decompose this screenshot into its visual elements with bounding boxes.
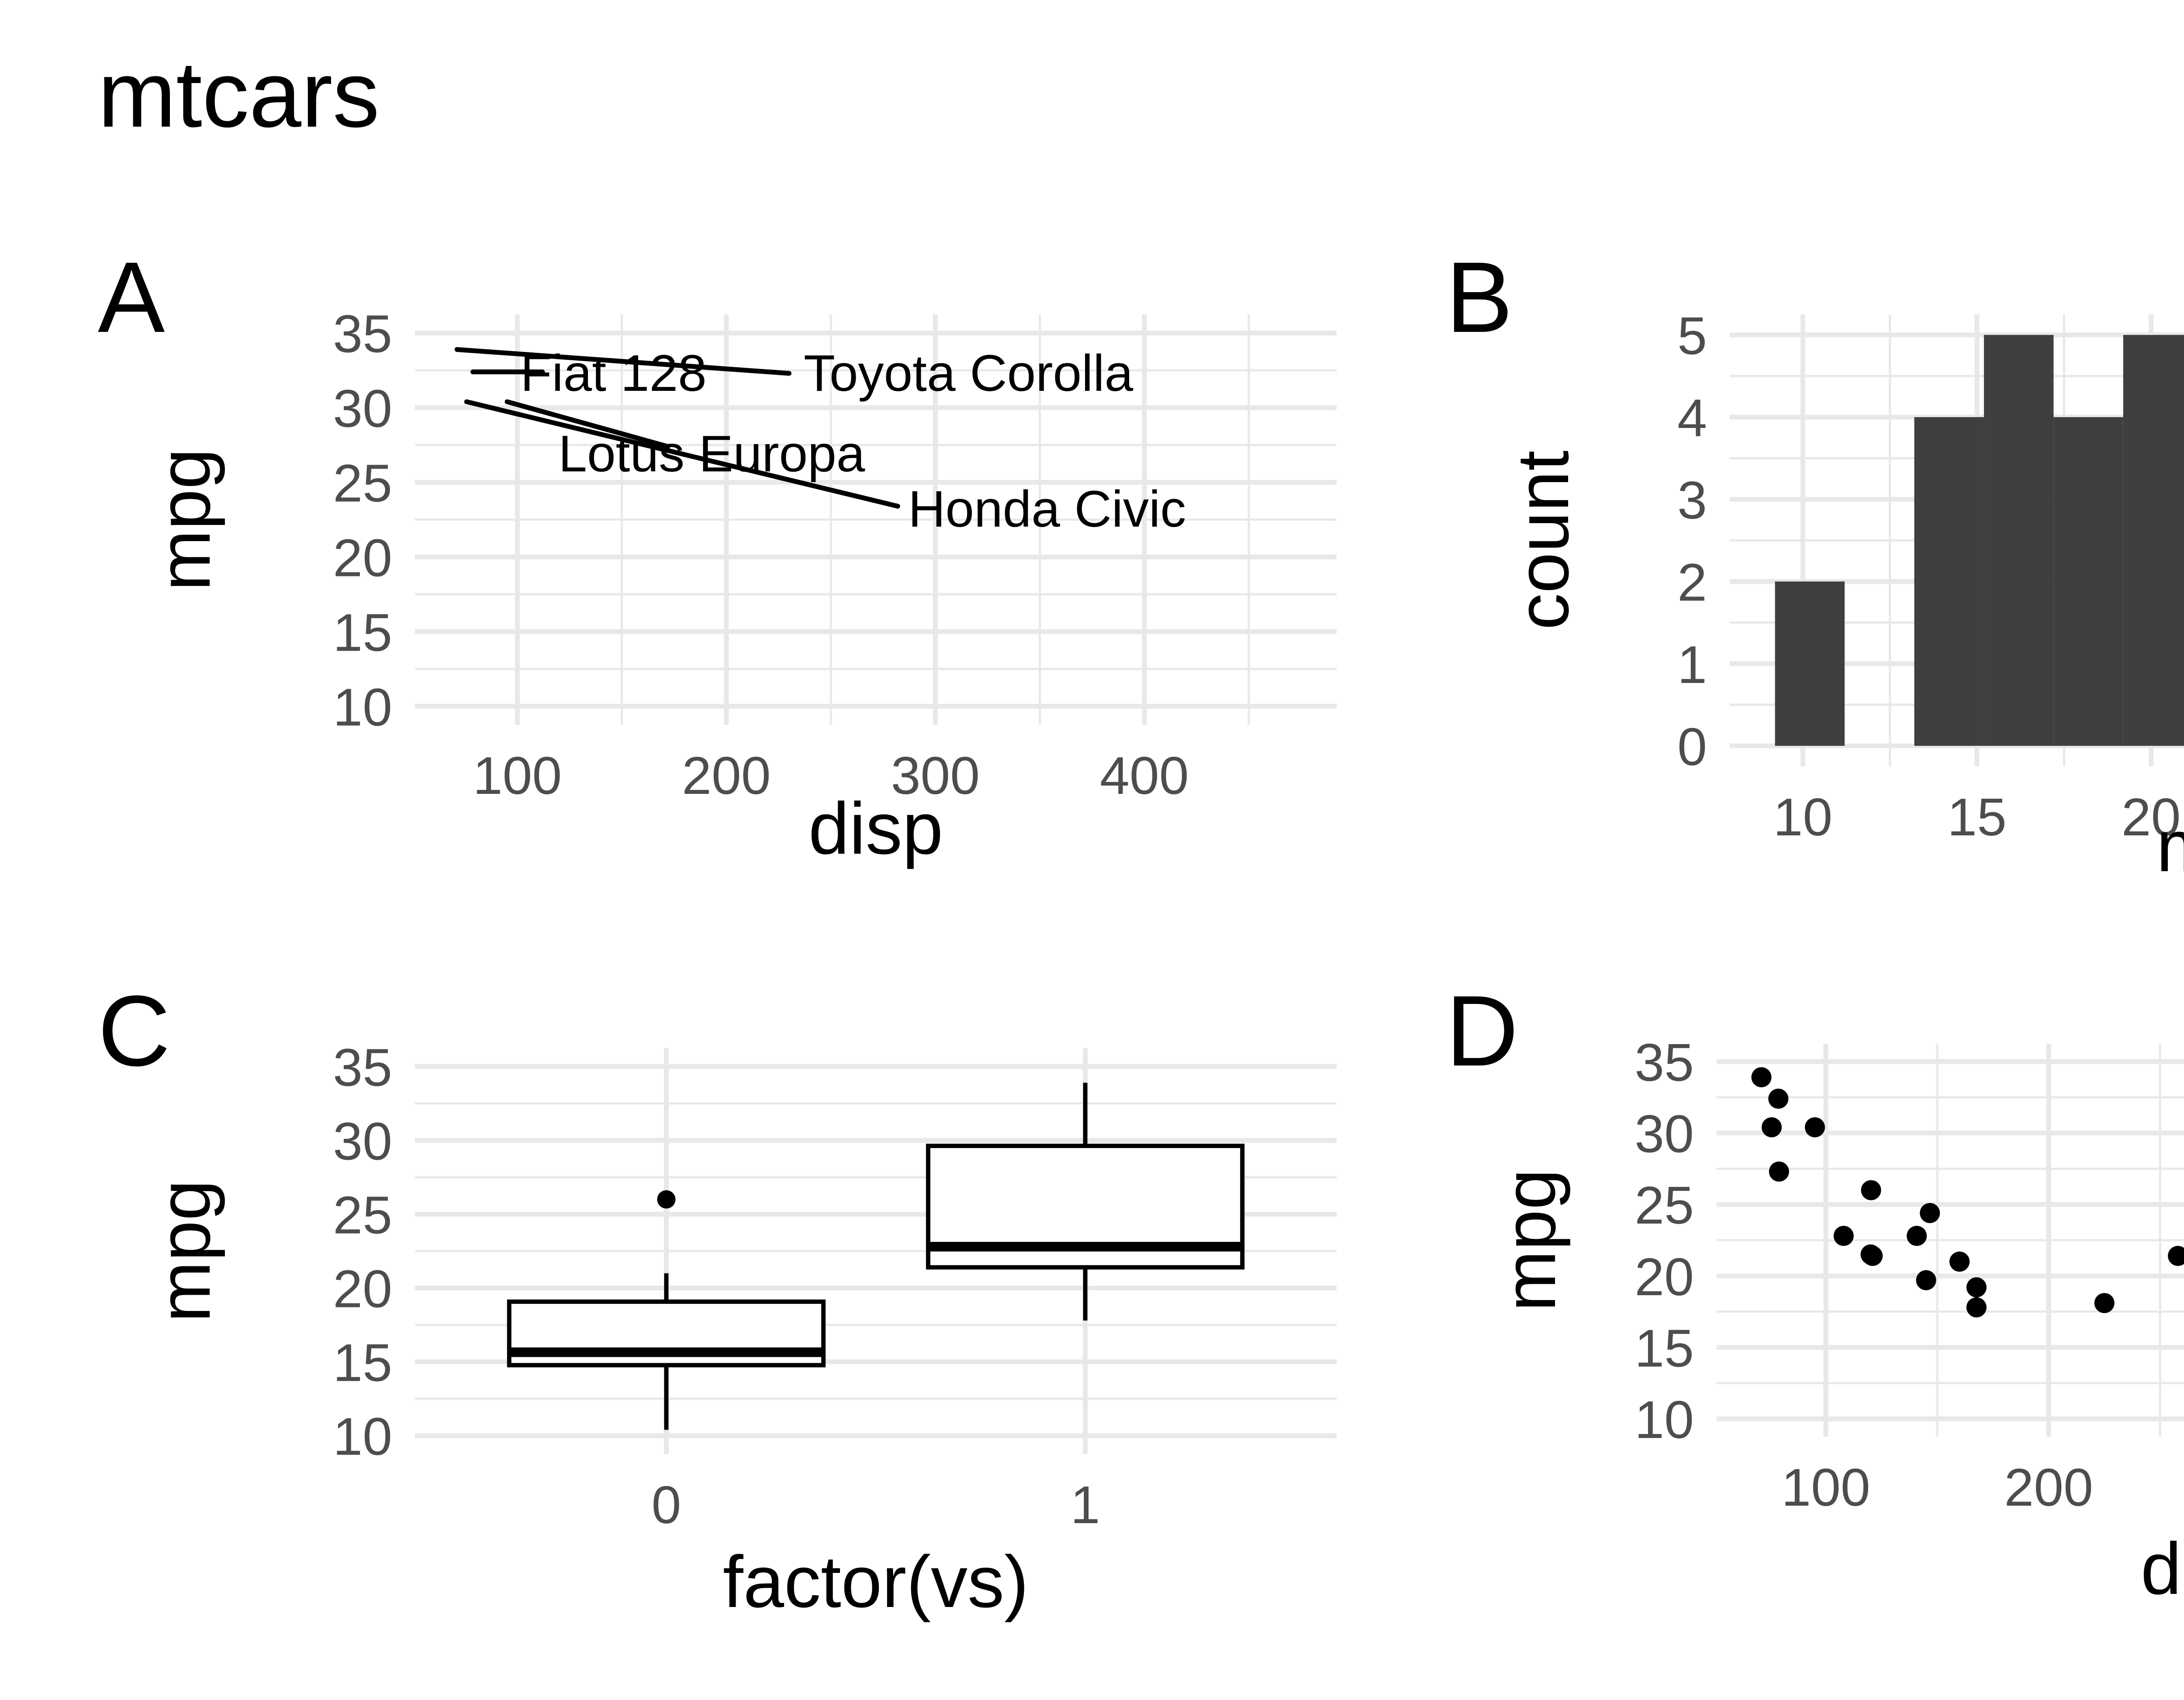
y-tick-label: 25 [333, 454, 392, 513]
y-tick-label: 0 [1677, 717, 1707, 776]
panel-a-x-axis-title: disp [809, 787, 943, 869]
scatter-point [2094, 1293, 2115, 1313]
scatter-point [1805, 1117, 1825, 1138]
figure-title: mtcars [98, 41, 380, 147]
panel-b-ticks: 012345101520253035 [1677, 306, 2181, 847]
y-tick-label: 3 [1677, 470, 1707, 530]
panel-c-marks [507, 1083, 1245, 1430]
histogram-bar [1984, 335, 2054, 746]
histogram-bar [2123, 335, 2184, 746]
x-tick-label: 400 [1100, 746, 1189, 805]
scatter-point [1833, 1226, 1854, 1246]
panel-a-tag: A [98, 241, 165, 353]
panel-a: Fiat 128 Toyota Corolla Lotus Europa Honda … [98, 241, 1337, 869]
panel-d-tag: D [1446, 975, 1518, 1087]
y-tick-label: 30 [333, 379, 392, 438]
y-tick-label: 5 [1677, 306, 1707, 366]
scatter-point [1907, 1226, 1927, 1246]
scatter-point [1920, 1203, 1940, 1223]
panel-c: 10 15 20 25 30 35 0 1 C factor(vs) mpg [98, 975, 1337, 1623]
scatter-point [1861, 1180, 1881, 1200]
panel-a-grid [415, 314, 1337, 725]
scatter-point [1966, 1277, 1987, 1297]
scatter-point [1966, 1297, 1987, 1317]
y-tick-label: 35 [333, 1038, 392, 1097]
panel-b: 012345101520253035 B mpg count [1446, 241, 2184, 887]
y-tick-label: 4 [1677, 388, 1707, 448]
panel-a-y-axis-title: mpg [143, 448, 225, 591]
y-tick-label: 10 [1635, 1390, 1694, 1449]
y-tick-label: 35 [333, 304, 392, 364]
scatter-point [1863, 1246, 1883, 1266]
histogram-bar [2053, 417, 2123, 746]
y-tick-label: 25 [333, 1185, 392, 1245]
y-tick-label: 20 [333, 1259, 392, 1319]
x-tick-label: 10 [1773, 787, 1833, 847]
panel-b-marks [1775, 335, 2184, 746]
panel-c-x-axis-title: factor(vs) [723, 1541, 1029, 1623]
panel-a-marks: Fiat 128 Toyota Corolla Lotus Europa Honda … [454, 345, 1186, 538]
panel-c-tag: C [98, 975, 170, 1087]
scatter-point [1768, 1089, 1789, 1109]
y-tick-label: 15 [333, 1333, 392, 1393]
panel-d-grid [1717, 1044, 2184, 1437]
outlier-point [657, 1190, 676, 1209]
scatter-point [1751, 1067, 1772, 1087]
annotation-label: Toyota Corolla [804, 345, 1133, 402]
leader-line [454, 347, 791, 376]
leader-line [505, 399, 670, 449]
panel-c-y-axis-title: mpg [143, 1180, 225, 1323]
annotation-label: Honda Civic [908, 480, 1186, 538]
y-tick-label: 30 [1635, 1104, 1694, 1164]
x-tick-label: 1 [1071, 1475, 1100, 1534]
scatter-point [1762, 1117, 1782, 1138]
x-tick-label: 20 [2122, 787, 2181, 847]
histogram-bar [1775, 581, 1845, 746]
x-tick-label: 300 [891, 746, 980, 805]
x-tick-label: 100 [473, 746, 562, 805]
y-tick-label: 25 [1635, 1176, 1694, 1235]
y-tick-label: 35 [1635, 1033, 1694, 1092]
panel-b-y-axis-title: count [1502, 451, 1584, 630]
y-tick-label: 20 [1635, 1247, 1694, 1307]
x-tick-label: 200 [2004, 1458, 2093, 1517]
y-tick-label: 30 [333, 1111, 392, 1171]
y-tick-label: 20 [333, 528, 392, 587]
panel-b-x-axis-title: mpg [2156, 805, 2184, 887]
annotation-label: Fiat 128 [520, 345, 706, 402]
leader-line [464, 399, 900, 509]
x-tick-label: 100 [1781, 1458, 1870, 1517]
y-tick-label: 1 [1677, 635, 1707, 694]
y-tick-label: 15 [1635, 1318, 1694, 1378]
x-tick-label: 200 [682, 746, 771, 805]
x-tick-label: 0 [652, 1475, 681, 1534]
panel-d-marks [1751, 1067, 2184, 1317]
scatter-point [1916, 1270, 1936, 1290]
scatter-point [1949, 1252, 1970, 1272]
scatter-point [2168, 1246, 2184, 1266]
y-tick-label: 15 [333, 603, 392, 662]
panel-a-ticks: 10 15 20 25 30 35 100 200 300 400 [333, 304, 1189, 805]
annotation-label: Lotus Europa [558, 425, 865, 483]
y-tick-label: 10 [333, 677, 392, 737]
panel-c-ticks: 10 15 20 25 30 35 0 1 [333, 1038, 1100, 1534]
histogram-bar [1914, 417, 1984, 746]
panel-d-x-axis-title: disp [2141, 1528, 2184, 1610]
x-tick-label: 15 [1947, 787, 2007, 847]
y-tick-label: 10 [333, 1407, 392, 1466]
y-tick-label: 2 [1677, 553, 1707, 612]
panel-d-y-axis-title: mpg [1489, 1169, 1571, 1312]
panel-b-tag: B [1446, 241, 1513, 353]
scatter-point [1769, 1161, 1789, 1182]
